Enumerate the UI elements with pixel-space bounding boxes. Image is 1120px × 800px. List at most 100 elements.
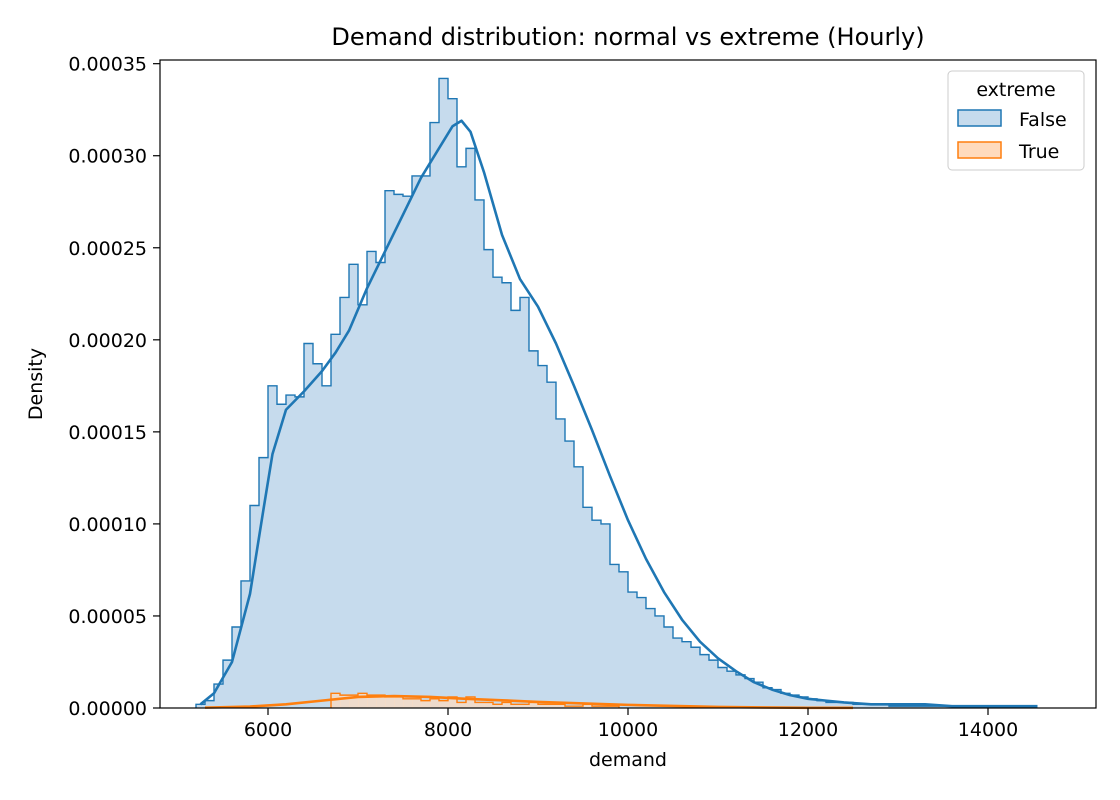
histogram-bar-true: [520, 704, 530, 708]
histogram-bar-false: [853, 704, 863, 708]
histogram-bar-false: [349, 264, 359, 708]
histogram-bar-false: [934, 706, 944, 708]
histogram-bar-false: [862, 704, 872, 708]
histogram-bar-false: [529, 350, 539, 708]
y-axis: 0.00000 0.00005 0.00010 0.00015 0.00020 0.000…: [68, 54, 160, 720]
histogram-bar-false: [313, 363, 323, 708]
histogram-bar-false: [376, 262, 386, 708]
histogram-bar-false: [502, 282, 512, 708]
histogram-bar-true: [538, 704, 548, 708]
histogram-bar-false: [412, 175, 422, 708]
series-true: [204, 692, 853, 710]
y-tick-label: 0.00035: [68, 54, 147, 76]
histogram-bar-false: [745, 678, 755, 708]
histogram-bar-false: [475, 199, 485, 708]
histogram-bar-true: [493, 704, 503, 708]
kde-line-false: [199, 119, 1038, 708]
histogram-bar-true: [511, 704, 521, 708]
legend-title: extreme: [976, 79, 1055, 101]
histogram-bar-false: [493, 277, 503, 708]
histogram-bar-false: [367, 251, 377, 709]
x-tick-label: 14000: [958, 719, 1018, 741]
series-false: [195, 77, 1038, 709]
legend-label-true: True: [1018, 141, 1059, 163]
histogram-bar-true: [412, 698, 422, 708]
legend-label-false: False: [1019, 109, 1067, 131]
histogram-bar-true: [340, 695, 350, 708]
histogram-bar-false: [691, 647, 701, 708]
y-tick-label: 0.00010: [68, 514, 147, 536]
histogram-bar-true: [448, 696, 458, 708]
x-tick-label: 8000: [424, 719, 472, 741]
y-tick-label: 0.00005: [68, 606, 147, 628]
x-tick-label: 10000: [598, 719, 658, 741]
histogram-bar-false: [358, 304, 368, 708]
histogram-bar-false: [439, 78, 449, 709]
histogram-bar-false: [709, 660, 719, 708]
x-axis-label: demand: [589, 749, 667, 771]
histogram-bar-false: [754, 682, 764, 708]
histogram-bar-true: [529, 702, 539, 708]
histogram-bar-false: [331, 334, 341, 708]
histogram-bar-true: [367, 695, 377, 708]
histogram-bar-false: [304, 343, 314, 708]
histogram-bar-false: [574, 466, 584, 708]
histogram-bar-false: [700, 654, 710, 708]
histogram-bar-false: [448, 98, 458, 709]
histogram-bar-true: [547, 704, 557, 708]
histogram-bar-false: [808, 698, 818, 708]
histogram-bar-false: [907, 706, 917, 708]
histogram-bar-false: [241, 580, 251, 708]
histogram-bar-false: [457, 166, 467, 709]
y-tick-label: 0.00020: [68, 330, 147, 352]
histogram-bar-false: [394, 194, 404, 709]
histogram-bar-false: [916, 706, 926, 708]
histogram-bar-false: [430, 122, 440, 708]
histogram-bar-false: [385, 190, 395, 709]
histogram-bar-false: [223, 660, 233, 708]
y-tick-label: 0.00025: [68, 238, 147, 260]
histogram-bar-false: [214, 684, 224, 708]
histogram-bar-false: [898, 706, 908, 708]
histogram-bar-false: [259, 457, 269, 708]
histogram-bar-false: [484, 249, 494, 708]
histogram-bar-false: [196, 704, 206, 708]
histogram-bar-false: [286, 395, 296, 708]
histogram-bar-true: [484, 702, 494, 708]
histogram-bar-false: [889, 706, 899, 708]
histogram-bar-true: [358, 693, 368, 708]
histogram-bar-false: [556, 418, 566, 708]
y-axis-label: Density: [25, 348, 47, 420]
histogram-bar-true: [394, 696, 404, 708]
histogram-bar-true: [583, 704, 593, 708]
histogram-bar-false: [403, 196, 413, 708]
histogram-bar-true: [466, 696, 476, 708]
histogram-bar-true: [457, 702, 467, 708]
histogram-bar-false: [421, 175, 431, 708]
x-tick-label: 6000: [244, 719, 292, 741]
histogram-bar-false: [763, 687, 773, 708]
histogram-bar-false: [880, 704, 890, 708]
histogram-bar-false: [520, 297, 530, 708]
histogram-bar-true: [331, 693, 341, 708]
legend: extreme False True: [947, 70, 1085, 171]
histogram-bar-false: [673, 638, 683, 708]
histogram-bar-true: [592, 706, 602, 708]
histogram-bar-false: [781, 693, 791, 708]
histogram-bar-false: [718, 667, 728, 708]
x-tick-label: 12000: [778, 719, 838, 741]
histogram-bar-true: [385, 696, 395, 708]
y-tick-label: 0.00015: [68, 422, 147, 444]
histogram-bar-true: [475, 702, 485, 708]
histogram-bar-false: [295, 396, 305, 708]
histogram-bar-true: [403, 698, 413, 708]
legend-swatch-true: [957, 141, 1002, 159]
histogram-bar-false: [925, 706, 935, 708]
x-axis: 6000 8000 10000 12000 14000: [244, 708, 1018, 741]
y-tick-label: 0.00000: [68, 698, 147, 720]
histogram-bar-false: [268, 385, 278, 708]
histogram-bar-false: [628, 592, 638, 708]
histogram-bar-true: [556, 704, 566, 708]
histogram-bar-true: [421, 700, 431, 708]
